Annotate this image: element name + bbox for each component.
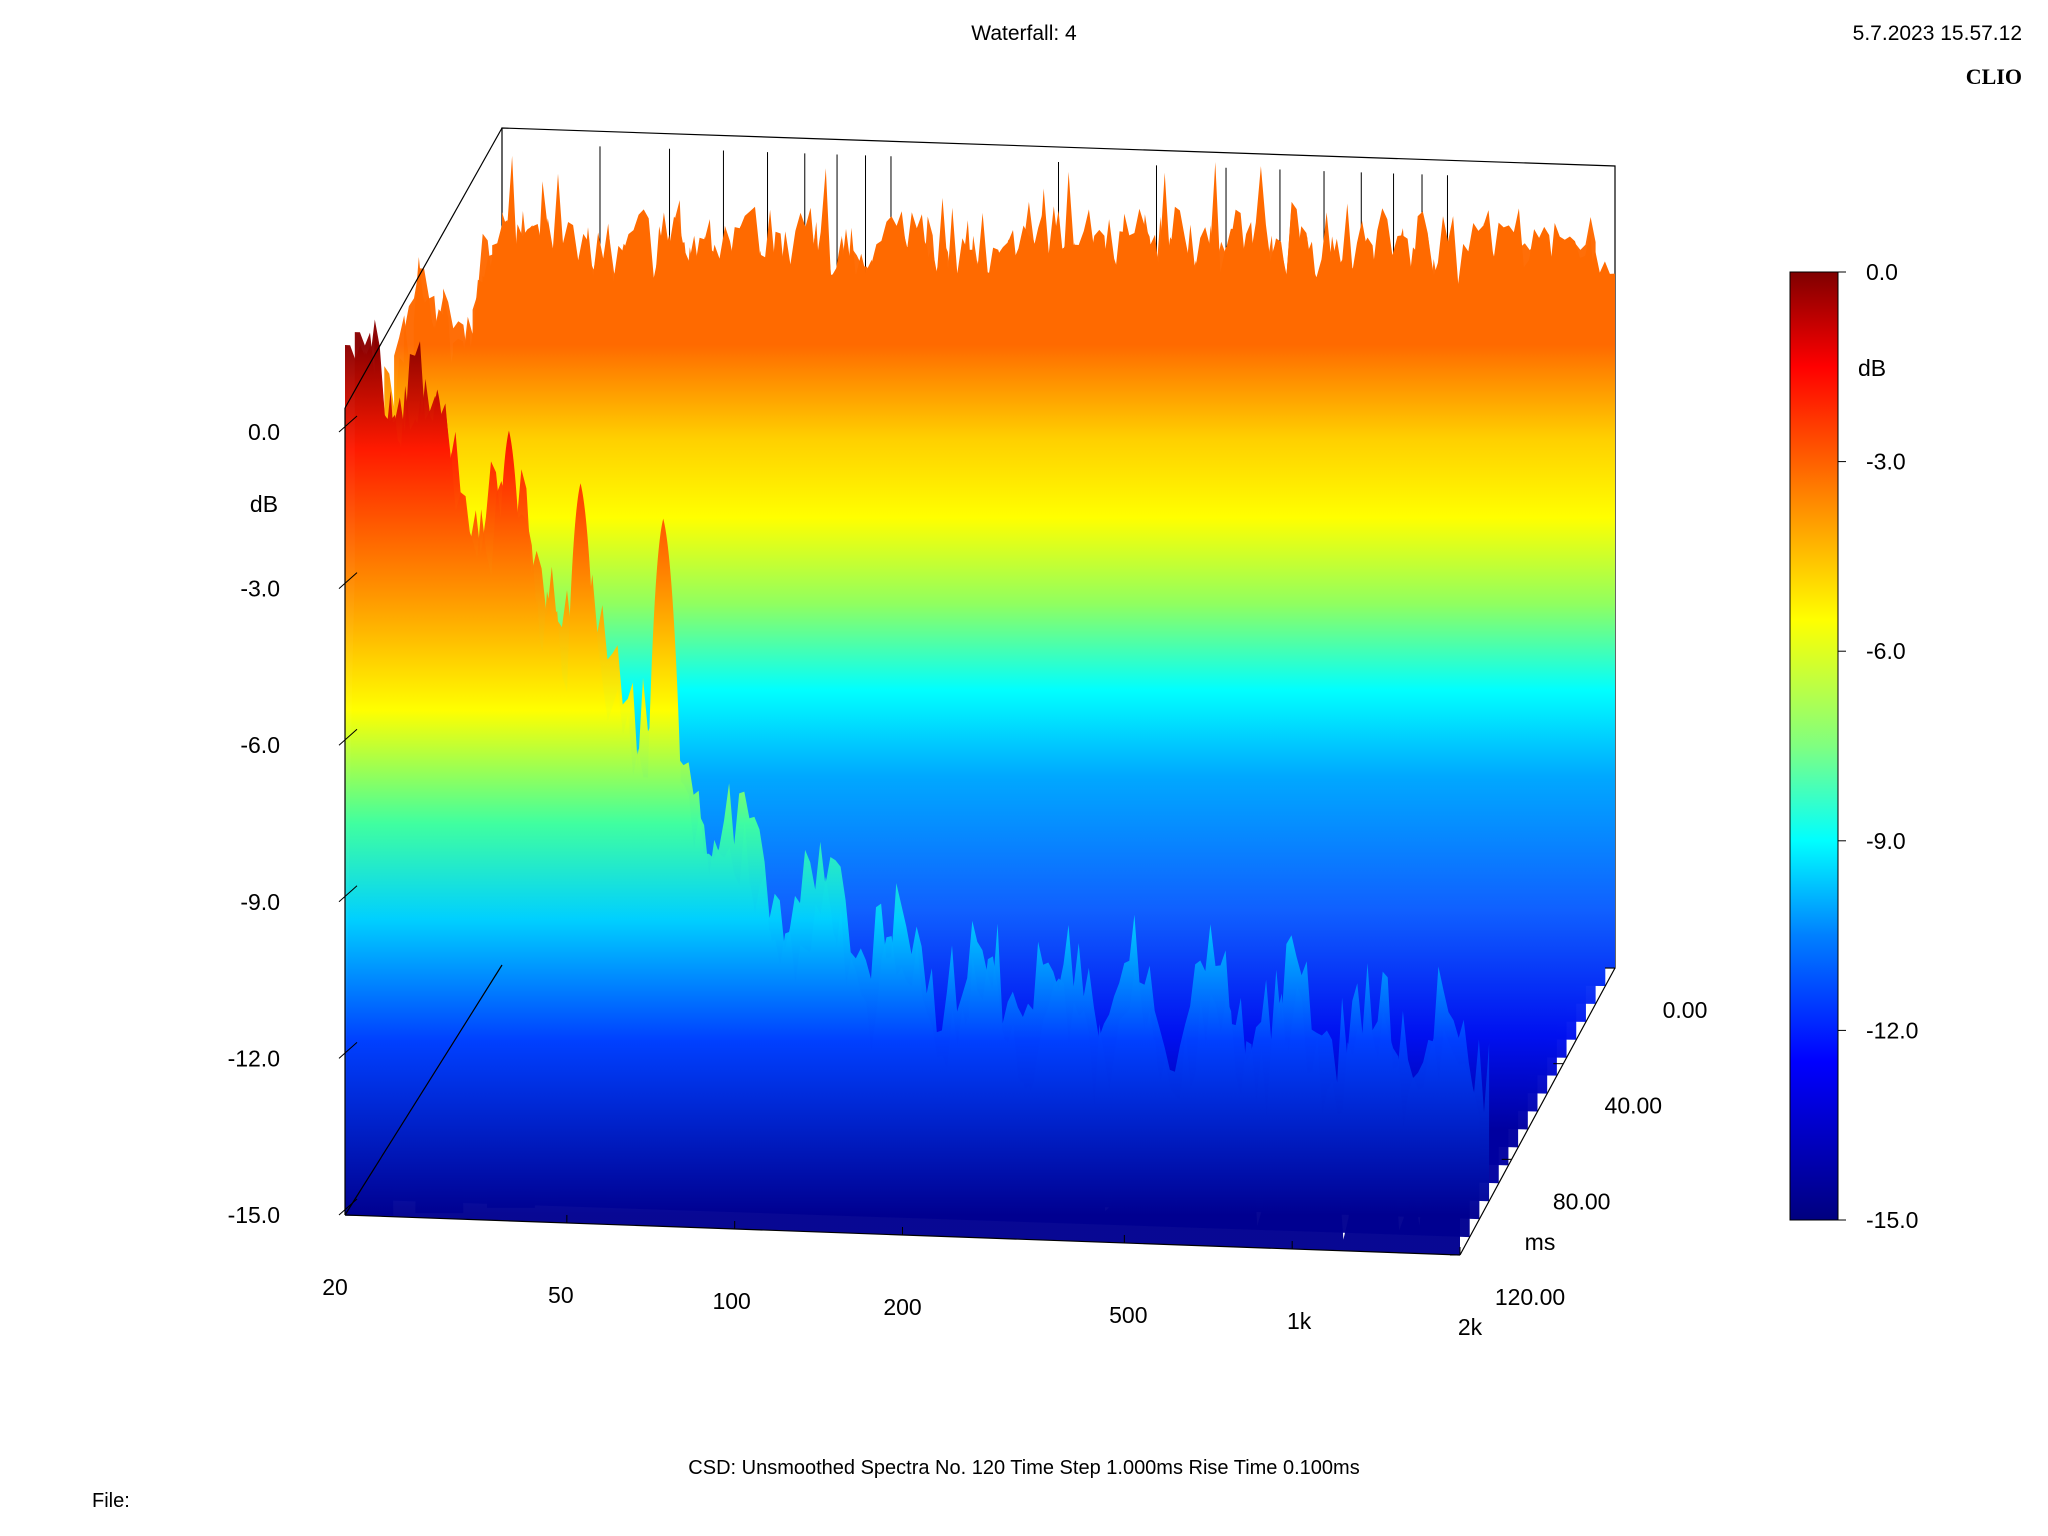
colorbar-tick-label: -15.0 xyxy=(1866,1207,1918,1233)
time-tick-label: 80.00 xyxy=(1553,1188,1611,1214)
db-tick-label: -15.0 xyxy=(228,1202,280,1228)
db-tick xyxy=(338,728,358,746)
colorbar-tick-label: -3.0 xyxy=(1866,449,1906,475)
frequency-tick-label: 50 xyxy=(548,1282,574,1308)
resonance-ridge xyxy=(558,483,607,1203)
db-axis-ticks: 0.0 -3.0 -6.0 -9.0 -12.0 -15.0 xyxy=(228,415,358,1228)
resonance-ridge xyxy=(345,369,394,1216)
db-tick xyxy=(338,1042,358,1059)
db-tick-label: 0.0 xyxy=(248,419,280,445)
db-tick xyxy=(338,1198,358,1216)
spectrum-slice xyxy=(345,345,1460,1255)
colorbar-tick-label: 0.0 xyxy=(1866,259,1898,285)
colorbar-tick-label: -9.0 xyxy=(1866,828,1906,854)
colorbar-tick-label: -6.0 xyxy=(1866,638,1906,664)
resonance-ridge xyxy=(415,389,464,1214)
db-tick xyxy=(338,572,358,589)
time-tick-label: 0.00 xyxy=(1663,997,1708,1023)
chart-title: Waterfall: 4 xyxy=(971,22,1077,45)
measurement-info: CSD: Unsmoothed Spectra No. 120 Time Ste… xyxy=(688,1457,1360,1479)
time-axis-ticks: 0.00 40.00 80.00 120.00 xyxy=(1450,967,1708,1310)
waterfall-surface xyxy=(345,155,1615,1255)
db-tick xyxy=(338,885,358,903)
frequency-tick-label: 200 xyxy=(883,1294,921,1320)
db-tick xyxy=(338,415,358,433)
frequency-tick-label: 100 xyxy=(712,1288,750,1314)
db-tick-label: -6.0 xyxy=(240,732,280,758)
time-tick-label: 40.00 xyxy=(1605,1093,1663,1119)
colorbar-unit-label: dB xyxy=(1858,355,1886,381)
frequency-tick-label: 500 xyxy=(1109,1302,1147,1328)
colorbar: dB 0.0 -3.0 -6.0 -9.0 -12.0 -15.0 xyxy=(1789,259,1918,1233)
timestamp: 5.7.2023 15.57.12 xyxy=(1852,22,2022,45)
frequency-tick-label: 1k xyxy=(1287,1308,1312,1334)
resonance-ridge xyxy=(641,518,690,1198)
file-label: File: xyxy=(92,1490,130,1512)
frequency-tick-label: 2k xyxy=(1458,1314,1483,1340)
db-tick-label: -9.0 xyxy=(240,889,280,915)
db-tick-label: -3.0 xyxy=(240,576,280,602)
frequency-axis-ticks: 20 50 100 200 500 1k 2k xyxy=(322,1207,1483,1340)
resonance-ridge xyxy=(486,430,535,1208)
time-tick-label: 120.00 xyxy=(1495,1284,1565,1310)
db-axis-label: dB xyxy=(250,491,278,517)
colorbar-tick-label: -12.0 xyxy=(1866,1017,1918,1043)
frequency-tick-label: 20 xyxy=(322,1274,348,1300)
time-axis-label: ms xyxy=(1525,1229,1556,1255)
brand-logo: CLIO xyxy=(1965,64,2022,89)
db-tick-label: -12.0 xyxy=(228,1045,280,1071)
